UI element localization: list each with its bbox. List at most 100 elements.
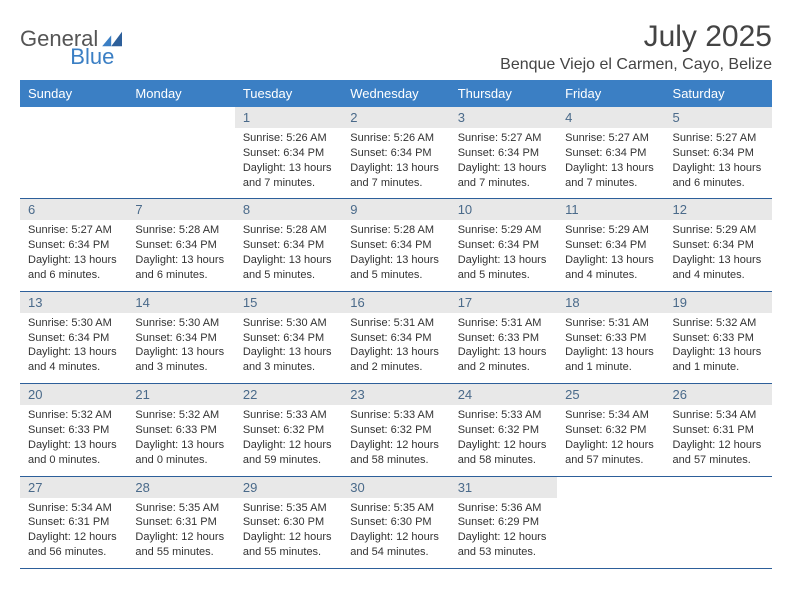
calendar-cell xyxy=(665,476,772,568)
day-number: 25 xyxy=(557,384,664,405)
day-number: 26 xyxy=(665,384,772,405)
weekday-header: Monday xyxy=(127,80,234,107)
day-details: Sunrise: 5:28 AMSunset: 6:34 PMDaylight:… xyxy=(235,220,342,290)
calendar-cell: 21Sunrise: 5:32 AMSunset: 6:33 PMDayligh… xyxy=(127,384,234,476)
title-block: July 2025 Benque Viejo el Carmen, Cayo, … xyxy=(500,20,772,74)
day-details: Sunrise: 5:31 AMSunset: 6:34 PMDaylight:… xyxy=(342,313,449,383)
day-details: Sunrise: 5:26 AMSunset: 6:34 PMDaylight:… xyxy=(235,128,342,198)
day-number: 13 xyxy=(20,292,127,313)
weekday-header: Thursday xyxy=(450,80,557,107)
calendar-week-row: 13Sunrise: 5:30 AMSunset: 6:34 PMDayligh… xyxy=(20,291,772,383)
weekday-header: Tuesday xyxy=(235,80,342,107)
weekday-header: Saturday xyxy=(665,80,772,107)
day-details: Sunrise: 5:27 AMSunset: 6:34 PMDaylight:… xyxy=(665,128,772,198)
day-number: 20 xyxy=(20,384,127,405)
header: General Blue July 2025 Benque Viejo el C… xyxy=(20,20,772,74)
calendar-cell: 8Sunrise: 5:28 AMSunset: 6:34 PMDaylight… xyxy=(235,199,342,291)
day-details: Sunrise: 5:28 AMSunset: 6:34 PMDaylight:… xyxy=(127,220,234,290)
day-details: Sunrise: 5:36 AMSunset: 6:29 PMDaylight:… xyxy=(450,498,557,568)
day-number: 18 xyxy=(557,292,664,313)
day-details: Sunrise: 5:34 AMSunset: 6:31 PMDaylight:… xyxy=(665,405,772,475)
calendar-cell: 5Sunrise: 5:27 AMSunset: 6:34 PMDaylight… xyxy=(665,107,772,199)
calendar-cell: 26Sunrise: 5:34 AMSunset: 6:31 PMDayligh… xyxy=(665,384,772,476)
calendar-cell xyxy=(20,107,127,199)
day-number: 6 xyxy=(20,199,127,220)
page-title: July 2025 xyxy=(500,20,772,54)
day-number: 5 xyxy=(665,107,772,128)
day-details: Sunrise: 5:35 AMSunset: 6:30 PMDaylight:… xyxy=(235,498,342,568)
calendar-cell: 24Sunrise: 5:33 AMSunset: 6:32 PMDayligh… xyxy=(450,384,557,476)
day-number: 1 xyxy=(235,107,342,128)
calendar-cell: 30Sunrise: 5:35 AMSunset: 6:30 PMDayligh… xyxy=(342,476,449,568)
calendar-cell: 16Sunrise: 5:31 AMSunset: 6:34 PMDayligh… xyxy=(342,291,449,383)
calendar-body: 1Sunrise: 5:26 AMSunset: 6:34 PMDaylight… xyxy=(20,107,772,568)
day-details: Sunrise: 5:29 AMSunset: 6:34 PMDaylight:… xyxy=(665,220,772,290)
day-details: Sunrise: 5:32 AMSunset: 6:33 PMDaylight:… xyxy=(20,405,127,475)
calendar-cell: 9Sunrise: 5:28 AMSunset: 6:34 PMDaylight… xyxy=(342,199,449,291)
calendar-week-row: 27Sunrise: 5:34 AMSunset: 6:31 PMDayligh… xyxy=(20,476,772,568)
calendar-cell: 2Sunrise: 5:26 AMSunset: 6:34 PMDaylight… xyxy=(342,107,449,199)
day-details: Sunrise: 5:35 AMSunset: 6:31 PMDaylight:… xyxy=(127,498,234,568)
location: Benque Viejo el Carmen, Cayo, Belize xyxy=(500,56,772,74)
weekday-header: Wednesday xyxy=(342,80,449,107)
calendar-cell: 11Sunrise: 5:29 AMSunset: 6:34 PMDayligh… xyxy=(557,199,664,291)
calendar-week-row: 6Sunrise: 5:27 AMSunset: 6:34 PMDaylight… xyxy=(20,199,772,291)
day-number: 21 xyxy=(127,384,234,405)
day-details: Sunrise: 5:30 AMSunset: 6:34 PMDaylight:… xyxy=(20,313,127,383)
day-number: 3 xyxy=(450,107,557,128)
calendar-cell: 28Sunrise: 5:35 AMSunset: 6:31 PMDayligh… xyxy=(127,476,234,568)
day-details: Sunrise: 5:29 AMSunset: 6:34 PMDaylight:… xyxy=(450,220,557,290)
day-number: 28 xyxy=(127,477,234,498)
day-details: Sunrise: 5:27 AMSunset: 6:34 PMDaylight:… xyxy=(20,220,127,290)
day-number: 7 xyxy=(127,199,234,220)
calendar-cell: 14Sunrise: 5:30 AMSunset: 6:34 PMDayligh… xyxy=(127,291,234,383)
calendar-cell: 17Sunrise: 5:31 AMSunset: 6:33 PMDayligh… xyxy=(450,291,557,383)
day-number: 2 xyxy=(342,107,449,128)
calendar-cell: 20Sunrise: 5:32 AMSunset: 6:33 PMDayligh… xyxy=(20,384,127,476)
day-number: 16 xyxy=(342,292,449,313)
calendar-cell xyxy=(557,476,664,568)
calendar-cell xyxy=(127,107,234,199)
day-number: 24 xyxy=(450,384,557,405)
calendar-cell: 15Sunrise: 5:30 AMSunset: 6:34 PMDayligh… xyxy=(235,291,342,383)
calendar-cell: 4Sunrise: 5:27 AMSunset: 6:34 PMDaylight… xyxy=(557,107,664,199)
day-number: 11 xyxy=(557,199,664,220)
day-details: Sunrise: 5:30 AMSunset: 6:34 PMDaylight:… xyxy=(235,313,342,383)
day-details: Sunrise: 5:29 AMSunset: 6:34 PMDaylight:… xyxy=(557,220,664,290)
day-details: Sunrise: 5:27 AMSunset: 6:34 PMDaylight:… xyxy=(557,128,664,198)
day-number: 27 xyxy=(20,477,127,498)
day-number: 10 xyxy=(450,199,557,220)
day-number: 29 xyxy=(235,477,342,498)
calendar-cell: 10Sunrise: 5:29 AMSunset: 6:34 PMDayligh… xyxy=(450,199,557,291)
day-details: Sunrise: 5:28 AMSunset: 6:34 PMDaylight:… xyxy=(342,220,449,290)
day-number: 31 xyxy=(450,477,557,498)
calendar-cell: 19Sunrise: 5:32 AMSunset: 6:33 PMDayligh… xyxy=(665,291,772,383)
logo: General Blue xyxy=(20,20,170,52)
calendar-cell: 31Sunrise: 5:36 AMSunset: 6:29 PMDayligh… xyxy=(450,476,557,568)
day-number: 17 xyxy=(450,292,557,313)
day-details: Sunrise: 5:33 AMSunset: 6:32 PMDaylight:… xyxy=(450,405,557,475)
calendar-week-row: 1Sunrise: 5:26 AMSunset: 6:34 PMDaylight… xyxy=(20,107,772,199)
day-details: Sunrise: 5:27 AMSunset: 6:34 PMDaylight:… xyxy=(450,128,557,198)
calendar-cell: 29Sunrise: 5:35 AMSunset: 6:30 PMDayligh… xyxy=(235,476,342,568)
day-details: Sunrise: 5:35 AMSunset: 6:30 PMDaylight:… xyxy=(342,498,449,568)
day-number: 23 xyxy=(342,384,449,405)
day-number: 12 xyxy=(665,199,772,220)
day-details: Sunrise: 5:33 AMSunset: 6:32 PMDaylight:… xyxy=(342,405,449,475)
day-details: Sunrise: 5:33 AMSunset: 6:32 PMDaylight:… xyxy=(235,405,342,475)
calendar-cell: 23Sunrise: 5:33 AMSunset: 6:32 PMDayligh… xyxy=(342,384,449,476)
day-number: 14 xyxy=(127,292,234,313)
day-details: Sunrise: 5:26 AMSunset: 6:34 PMDaylight:… xyxy=(342,128,449,198)
calendar-cell: 25Sunrise: 5:34 AMSunset: 6:32 PMDayligh… xyxy=(557,384,664,476)
calendar-cell: 6Sunrise: 5:27 AMSunset: 6:34 PMDaylight… xyxy=(20,199,127,291)
day-details: Sunrise: 5:34 AMSunset: 6:31 PMDaylight:… xyxy=(20,498,127,568)
calendar-cell: 22Sunrise: 5:33 AMSunset: 6:32 PMDayligh… xyxy=(235,384,342,476)
day-details: Sunrise: 5:31 AMSunset: 6:33 PMDaylight:… xyxy=(450,313,557,383)
day-number: 9 xyxy=(342,199,449,220)
day-number: 30 xyxy=(342,477,449,498)
day-number: 15 xyxy=(235,292,342,313)
day-details: Sunrise: 5:34 AMSunset: 6:32 PMDaylight:… xyxy=(557,405,664,475)
day-details: Sunrise: 5:31 AMSunset: 6:33 PMDaylight:… xyxy=(557,313,664,383)
day-details: Sunrise: 5:30 AMSunset: 6:34 PMDaylight:… xyxy=(127,313,234,383)
weekday-header-row: SundayMondayTuesdayWednesdayThursdayFrid… xyxy=(20,80,772,107)
